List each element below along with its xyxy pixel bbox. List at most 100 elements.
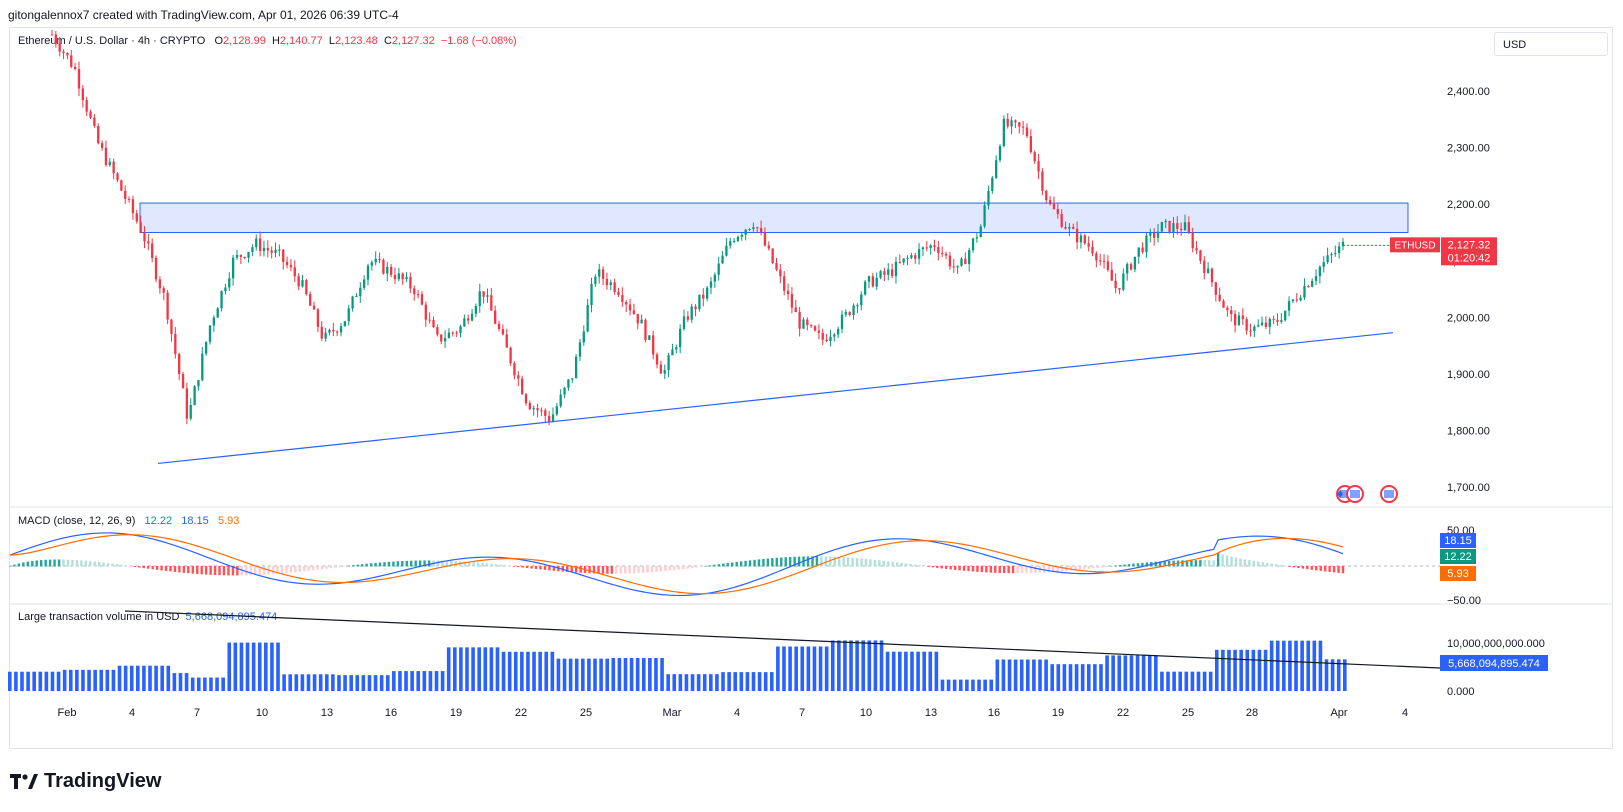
price-tag-bg xyxy=(1441,237,1497,266)
candle-body xyxy=(705,287,709,299)
macd-histogram-bar xyxy=(476,562,480,567)
candle-body xyxy=(721,255,724,264)
candle-body xyxy=(659,364,663,374)
volume-bar xyxy=(312,674,317,691)
macd-histogram-bar xyxy=(860,558,863,567)
volume-bar xyxy=(1208,671,1213,691)
volume-bar xyxy=(739,672,744,691)
volume-bar xyxy=(745,672,750,691)
volume-bar xyxy=(1044,659,1048,691)
macd-histogram-bar xyxy=(739,561,743,567)
candle-body xyxy=(70,55,73,67)
volume-bar xyxy=(1111,655,1115,691)
candle-body xyxy=(598,269,601,277)
candle-body xyxy=(944,253,948,256)
candle-body xyxy=(501,329,505,335)
macd-histogram-bar xyxy=(1190,560,1193,567)
macd-histogram-bar xyxy=(294,566,297,573)
chart-credit: gitongalennox7 created with TradingView.… xyxy=(8,8,399,22)
macd-histogram-bar xyxy=(383,562,386,567)
candle-body xyxy=(806,319,809,326)
candle-body xyxy=(871,276,875,287)
candle-body xyxy=(1241,315,1244,320)
candle-body xyxy=(1114,280,1117,289)
macd-histogram-bar xyxy=(878,560,881,567)
candle-body xyxy=(1068,227,1071,229)
candle-body xyxy=(1099,260,1102,262)
candle-body xyxy=(1245,319,1248,331)
macd-histogram-bar xyxy=(1109,565,1113,567)
candle-body xyxy=(309,294,312,306)
candle-body xyxy=(73,66,77,70)
macd-histogram-bar xyxy=(882,560,886,567)
volume-bar xyxy=(977,679,981,691)
macd-histogram-bar xyxy=(115,564,119,567)
macd-histogram-bar xyxy=(855,558,859,567)
volume-bar xyxy=(1074,664,1079,691)
candle-body xyxy=(189,405,192,419)
volume-bar xyxy=(1251,649,1256,691)
candle-body xyxy=(1276,319,1279,322)
macd-histogram-bar xyxy=(1248,560,1251,567)
tradingview-brand[interactable]: TradingView xyxy=(10,770,161,793)
volume-bar xyxy=(501,651,506,691)
macd-histogram-bar xyxy=(1069,566,1073,571)
macd-histogram-bar xyxy=(365,563,368,567)
macd-histogram-bar xyxy=(276,566,279,574)
macd-histogram-bar xyxy=(254,566,257,576)
macd-histogram-bar xyxy=(1297,566,1300,569)
volume-bar xyxy=(721,672,725,691)
currency-selector[interactable]: USD xyxy=(1494,32,1608,56)
candle-body xyxy=(1226,307,1229,311)
macd-legend[interactable]: MACD (close, 12, 26, 9) 12.22 18.15 5.93 xyxy=(18,515,239,527)
volume-bar xyxy=(318,674,323,691)
volume-trendline xyxy=(124,610,1441,669)
volume-bar xyxy=(641,658,646,691)
volume-bar xyxy=(1263,649,1268,691)
candle-body xyxy=(97,125,100,144)
volume-bar xyxy=(1227,649,1231,691)
macd-histogram-bar xyxy=(334,566,337,568)
macd-histogram-bar xyxy=(771,558,774,567)
volume-bar xyxy=(605,658,609,691)
macd-histogram-bar xyxy=(1083,566,1086,570)
macd-histogram-bar xyxy=(360,564,364,567)
volume-bar xyxy=(300,674,305,691)
candle-body xyxy=(551,414,555,422)
candle-body xyxy=(952,266,955,268)
volume-bar xyxy=(812,646,817,691)
volume-bar xyxy=(867,640,872,691)
macd-histogram-bar xyxy=(829,556,832,567)
macd-histogram-bar xyxy=(173,566,177,572)
candle-body xyxy=(640,319,643,324)
volume-bar xyxy=(489,647,494,691)
candle-body xyxy=(297,276,300,287)
candle-body xyxy=(1102,260,1106,262)
candle-body xyxy=(178,353,181,374)
macd-histogram-bar xyxy=(481,562,484,567)
macd-histogram-bar xyxy=(610,566,614,574)
candle-body xyxy=(220,291,223,309)
candle-body xyxy=(1033,152,1036,162)
volume-bar xyxy=(93,669,97,691)
volume-bar xyxy=(1038,659,1042,691)
volume-legend[interactable]: Large transaction volume in USD 5,668,09… xyxy=(18,611,277,623)
candle-body xyxy=(231,257,235,279)
candle-body xyxy=(154,257,158,280)
macd-histogram-bar xyxy=(904,563,908,567)
volume-bar xyxy=(806,646,811,691)
macd-value-tag-bg xyxy=(1440,566,1476,581)
candle-body xyxy=(420,294,424,305)
candle-body xyxy=(783,276,786,291)
candle-body xyxy=(336,331,339,333)
macd-histogram-bar xyxy=(1283,565,1287,567)
candle-body xyxy=(467,318,470,321)
volume-bar xyxy=(1160,671,1164,691)
macd-histogram-bar xyxy=(124,565,128,567)
symbol-legend[interactable]: Ethereum / U.S. Dollar · 4h · CRYPTO O2,… xyxy=(18,35,517,47)
candle-body xyxy=(960,258,963,266)
macd-histogram-bar xyxy=(1328,566,1331,572)
volume-bar xyxy=(14,671,18,691)
candle-body xyxy=(424,304,427,320)
